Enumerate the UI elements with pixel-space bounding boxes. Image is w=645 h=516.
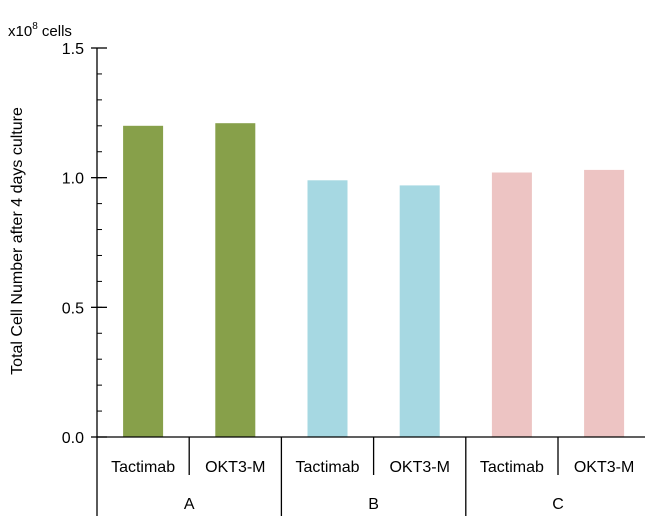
unit-prefix: x10 <box>8 23 32 40</box>
y-axis-title: Total Cell Number after 4 days culture <box>9 107 26 375</box>
bar <box>215 123 256 437</box>
y-tick-label: 0.5 <box>62 300 84 317</box>
bar <box>123 125 164 438</box>
bar <box>491 172 532 437</box>
x-category-label: OKT3-M <box>389 459 449 476</box>
x-category-label: Tactimab <box>480 459 544 476</box>
bar <box>399 185 440 437</box>
x-group-label: B <box>368 496 379 513</box>
y-unit-label: x108 cells <box>8 21 72 40</box>
y-tick-label: 1.5 <box>62 41 84 58</box>
bar <box>307 180 348 438</box>
x-group-label: C <box>552 496 564 513</box>
y-tick-label: 1.0 <box>62 171 84 188</box>
x-category-label: Tactimab <box>111 459 175 476</box>
x-category-label: OKT3-M <box>205 459 265 476</box>
unit-suffix: cells <box>38 23 72 40</box>
x-category-label: Tactimab <box>295 459 359 476</box>
x-category-label: OKT3-M <box>574 459 634 476</box>
unit-exponent: 8 <box>32 21 38 32</box>
plot-area: 0.0 0.5 1.0 1.5 Tactimab OKT3-M A Tactimab OKT3-… <box>62 41 645 516</box>
y-tick-label: 0.0 <box>62 430 84 447</box>
x-group-label: A <box>184 496 195 513</box>
bar <box>584 169 625 437</box>
